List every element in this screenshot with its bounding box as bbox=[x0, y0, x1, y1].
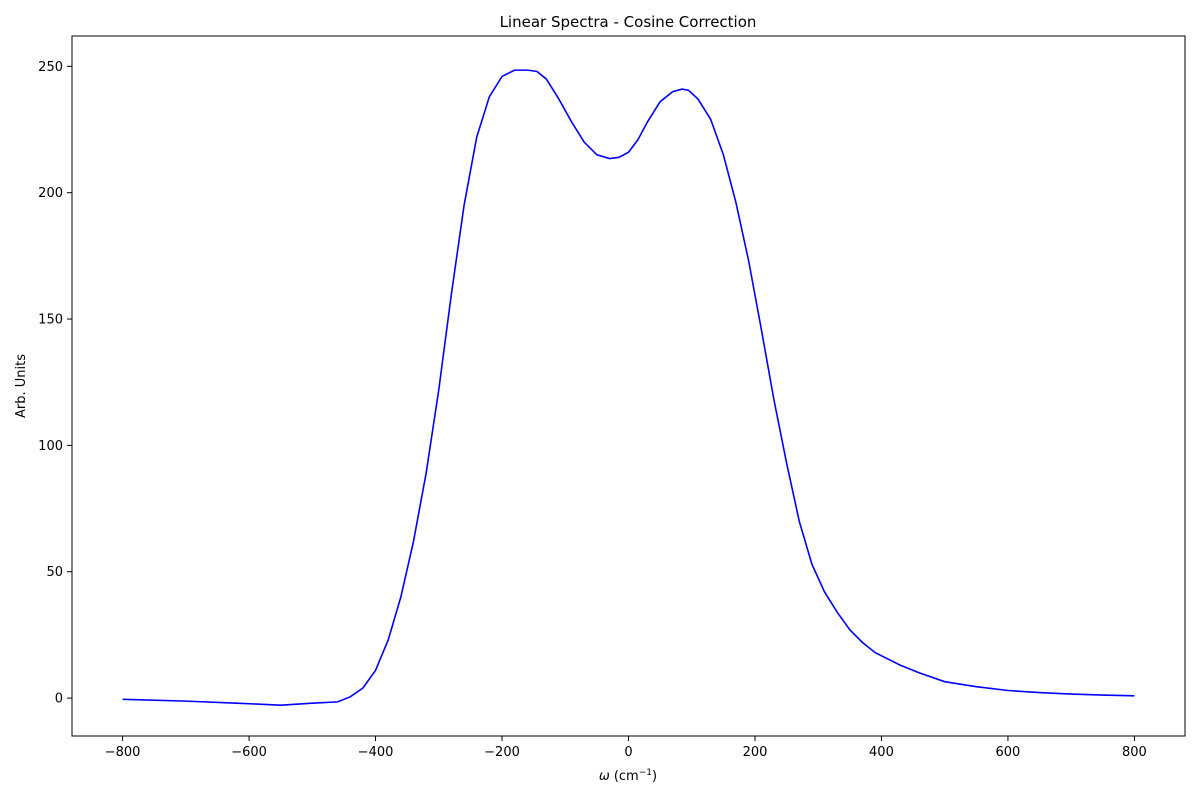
x-tick-label: 400 bbox=[869, 745, 894, 760]
y-tick-label: 50 bbox=[46, 565, 63, 580]
x-axis-label: ω (cm−1) bbox=[599, 768, 657, 784]
y-tick-label: 250 bbox=[38, 60, 63, 75]
y-tick-label: 100 bbox=[38, 439, 63, 454]
x-tick-label: 600 bbox=[996, 745, 1021, 760]
x-tick-label: −400 bbox=[358, 745, 394, 760]
x-axis-label-unit-exponent: −1 bbox=[639, 768, 652, 778]
x-axis-label-unit-suffix: ) bbox=[652, 769, 657, 784]
x-tick-label: 0 bbox=[624, 745, 632, 760]
y-tick-label: 200 bbox=[38, 186, 63, 201]
x-tick-label: −200 bbox=[484, 745, 520, 760]
x-axis-label-symbol: ω bbox=[599, 769, 610, 784]
x-axis-label-unit-prefix: (cm bbox=[614, 769, 639, 784]
chart-title: Linear Spectra - Cosine Correction bbox=[500, 13, 757, 31]
x-axis-ticks: −800 −600 −400 −200 0 200 400 600 800 bbox=[105, 736, 1147, 760]
plot-area bbox=[122, 69, 1135, 706]
y-tick-label: 150 bbox=[38, 313, 63, 328]
x-tick-label: −800 bbox=[105, 745, 141, 760]
y-axis-label: Arb. Units bbox=[14, 354, 29, 418]
y-tick-label: 0 bbox=[55, 692, 63, 707]
x-tick-label: 200 bbox=[743, 745, 768, 760]
x-tick-label: −600 bbox=[231, 745, 267, 760]
x-tick-label: 800 bbox=[1122, 745, 1147, 760]
series-line bbox=[122, 69, 1135, 706]
y-axis-ticks: 0 50 100 150 200 250 bbox=[38, 60, 72, 707]
